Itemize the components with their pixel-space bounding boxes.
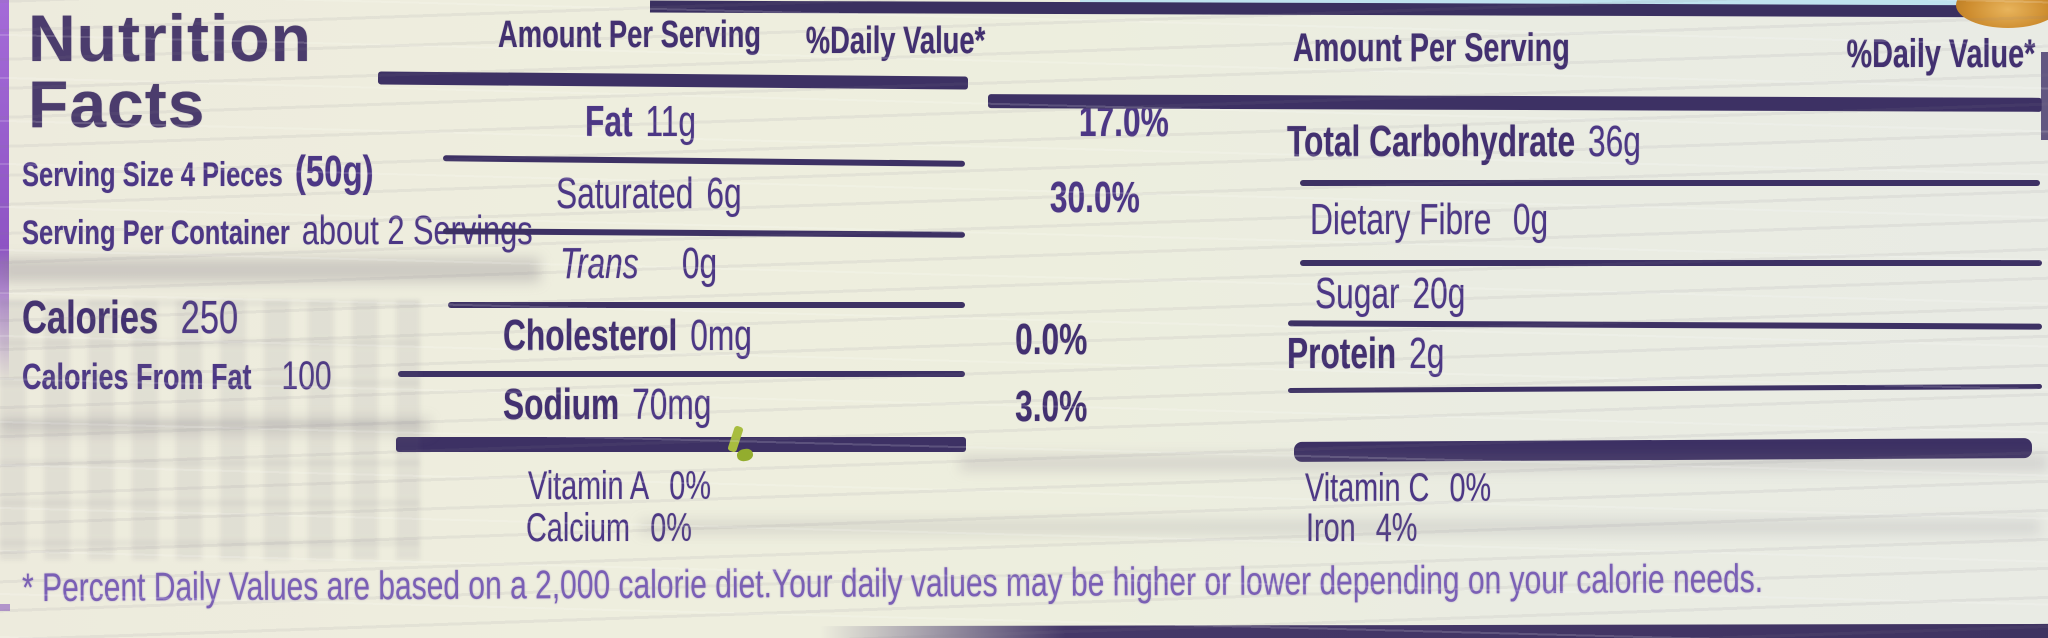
nutrient-amount: 20g [1412, 269, 1466, 318]
package-left-purple-edge [0, 0, 9, 380]
orange-graphic-corner [1956, 0, 2048, 28]
nutrient-dv: 0.0% [1014, 315, 1087, 364]
micro-value: 4% [1375, 506, 1418, 550]
micro-value: 0% [1449, 466, 1492, 510]
servings-label: Serving Per Container [22, 214, 290, 252]
nutrient-name: Fat [585, 97, 633, 146]
package-left-purple-mark [0, 604, 10, 611]
separator-rule [1287, 320, 2043, 330]
nutrient-row-protein: Protein 2g [990, 332, 2048, 376]
micro-row-calcium: Calcium 0% [526, 508, 756, 548]
micro-row-iron: Iron 4% [1306, 508, 1461, 548]
nutrient-row-cholesterol: Cholesterol 0mg 0.0% [380, 311, 1109, 362]
micro-value: 0% [669, 464, 711, 508]
nutrient-amount: 0g [681, 239, 718, 288]
middle-header-dv: %Daily Value* [805, 20, 985, 62]
right-bottom-thick-rule [1293, 438, 2033, 462]
micro-row-vitamin-c: Vitamin C 0% [1305, 468, 1563, 508]
nutrient-dv: 30.0% [1050, 173, 1140, 222]
nutrient-row-sodium: Sodium 70mg 3.0% [380, 380, 1109, 431]
nutrient-row-saturated: Saturated 6g 30.0% [380, 169, 1162, 220]
calories-fat-label: Calories From Fat [22, 356, 252, 397]
separator-rule [1300, 260, 2042, 266]
serving-size-value: (50g) [294, 147, 374, 196]
nutrient-row-trans: Trans 0g [380, 242, 1166, 286]
separator-rule [1287, 384, 2043, 393]
micro-name: Vitamin A [528, 464, 650, 508]
right-header-amount: Amount Per Serving [1293, 26, 1570, 70]
micro-name: Vitamin C [1305, 466, 1430, 510]
right-edge-dark-sliver [2041, 52, 2048, 140]
nutrient-amount: 0g [1512, 195, 1549, 244]
calories-fat-value: 100 [281, 354, 332, 398]
micro-value: 0% [650, 506, 692, 550]
calories-value: 250 [180, 291, 239, 343]
calories-line: Calories 250 [22, 294, 310, 340]
nutrient-name: Trans [560, 239, 639, 288]
middle-bottom-thick-rule [396, 437, 966, 452]
nutrient-amount: 0mg [690, 311, 752, 360]
serving-size-line: Serving Size 4 Pieces (50g) [22, 150, 491, 194]
calories-from-fat-line: Calories From Fat 100 [22, 356, 435, 396]
separator-rule [442, 155, 966, 167]
micro-row-vitamin-a: Vitamin A 0% [528, 466, 782, 506]
nutrient-amount: 11g [645, 97, 696, 146]
nutrient-name: Protein [1287, 329, 1397, 378]
bottom-dark-bar [819, 623, 2048, 638]
right-header-dv: %Daily Value* [1846, 32, 2035, 76]
micro-name: Calcium [526, 506, 631, 550]
nutrient-name: Cholesterol [503, 311, 678, 360]
nutrient-name: Dietary Fibre [1310, 195, 1492, 244]
nutrient-amount: 2g [1409, 329, 1445, 378]
nutrient-dv: 3.0% [1014, 382, 1087, 431]
serving-size-label: Serving Size 4 Pieces [22, 156, 283, 194]
separator-rule [398, 371, 965, 377]
nutrient-name: Total Carbohydrate [1287, 117, 1576, 166]
calories-label: Calories [22, 291, 159, 343]
nutrient-amount: 70mg [632, 380, 712, 429]
wrinkle-shading [0, 418, 430, 434]
green-speck [735, 447, 755, 463]
nutrient-name: Saturated [556, 169, 694, 218]
nutrient-row-sugar: Sugar 20g [990, 272, 2048, 316]
separator-rule [1300, 180, 2040, 186]
middle-header-amount: Amount Per Serving [498, 14, 762, 56]
nutrient-amount: 36g [1588, 117, 1641, 166]
middle-header-rule [377, 71, 969, 90]
footnote: * Percent Daily Values are based on a 2,… [21, 556, 1764, 611]
nutrient-name: Sodium [503, 380, 620, 429]
title-line1: Nutrition [28, 1, 312, 75]
separator-rule [448, 302, 965, 308]
micro-name: Iron [1306, 506, 1356, 550]
nutrient-amount: 6g [706, 169, 742, 218]
title-line2: Facts [28, 67, 206, 141]
nutrient-name: Sugar [1315, 269, 1400, 318]
